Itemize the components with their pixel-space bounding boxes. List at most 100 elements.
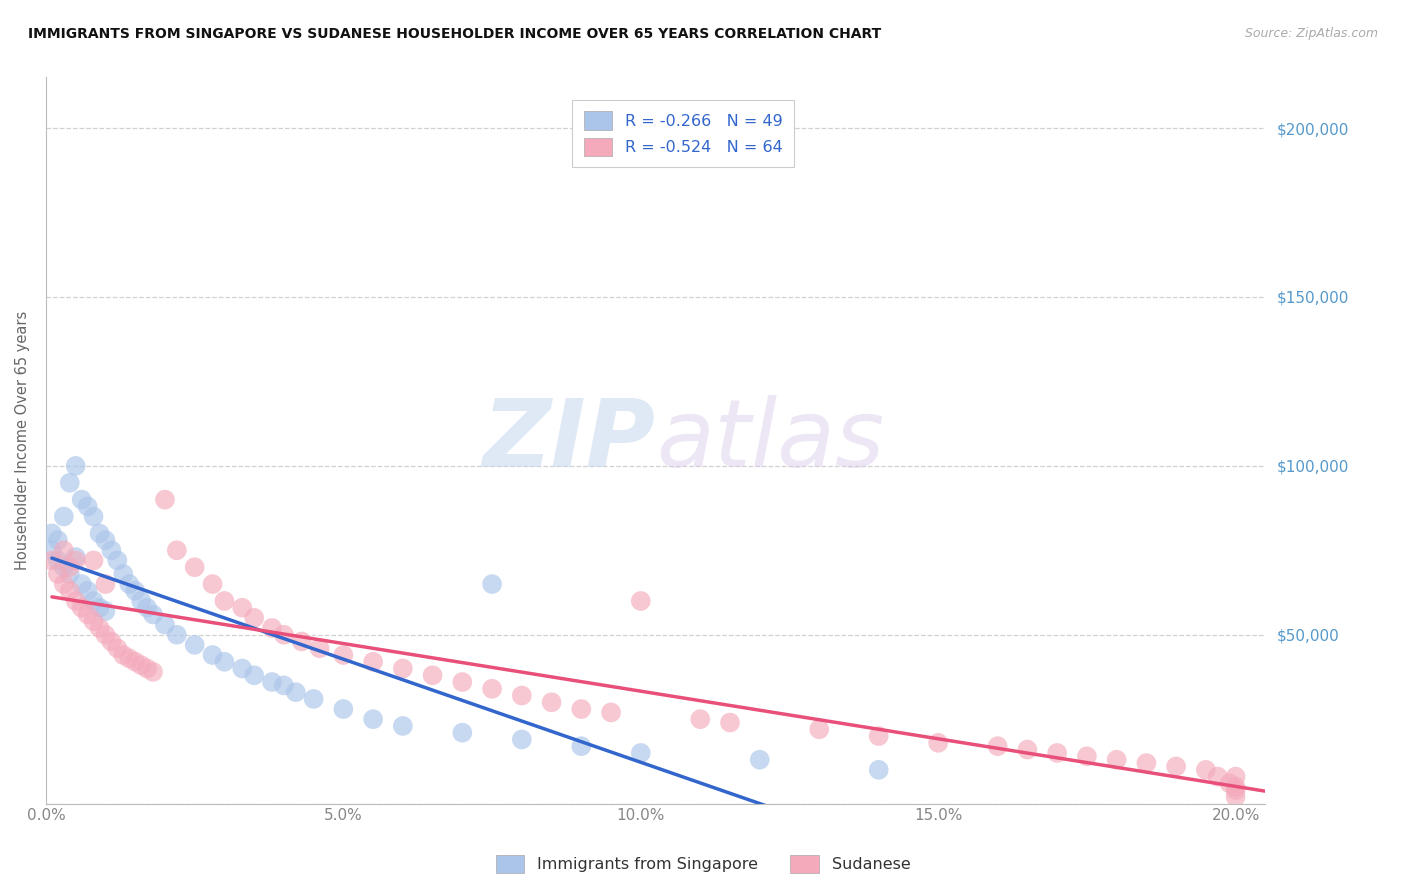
Point <box>142 607 165 622</box>
Point <box>284 685 307 699</box>
Point <box>112 648 135 662</box>
Point <box>94 628 117 642</box>
Point <box>1225 770 1247 784</box>
Point <box>1195 763 1218 777</box>
Point <box>1225 783 1247 797</box>
Point <box>52 560 75 574</box>
Point <box>124 655 146 669</box>
Legend: Immigrants from Singapore, Sudanese: Immigrants from Singapore, Sudanese <box>489 848 917 880</box>
Point <box>166 628 188 642</box>
Point <box>630 746 652 760</box>
Point <box>59 566 82 581</box>
Point <box>1105 753 1128 767</box>
Point <box>70 577 93 591</box>
Point <box>46 553 69 567</box>
Point <box>83 594 105 608</box>
Point <box>510 689 533 703</box>
Point <box>94 604 117 618</box>
Point <box>183 638 205 652</box>
Point <box>1225 789 1247 804</box>
Point <box>451 675 474 690</box>
Point <box>689 712 711 726</box>
Point <box>136 661 159 675</box>
Point <box>52 543 75 558</box>
Point <box>231 661 253 675</box>
Point <box>52 577 75 591</box>
Text: ZIP: ZIP <box>482 394 655 486</box>
Point <box>65 550 87 565</box>
Point <box>422 668 444 682</box>
Point <box>89 621 111 635</box>
Point <box>1206 770 1229 784</box>
Point <box>808 723 831 737</box>
Point <box>260 675 283 690</box>
Point <box>129 658 152 673</box>
Text: atlas: atlas <box>655 395 884 486</box>
Point <box>569 702 592 716</box>
Point <box>46 533 69 548</box>
Point <box>481 577 503 591</box>
Point <box>153 492 176 507</box>
Point <box>142 665 165 679</box>
Y-axis label: Householder Income Over 65 years: Householder Income Over 65 years <box>15 311 30 570</box>
Point <box>1076 749 1098 764</box>
Point <box>83 509 105 524</box>
Point <box>89 526 111 541</box>
Point <box>569 739 592 754</box>
Legend: R = -0.266   N = 49, R = -0.524   N = 64: R = -0.266 N = 49, R = -0.524 N = 64 <box>572 100 794 167</box>
Point <box>136 600 159 615</box>
Point <box>308 641 330 656</box>
Point <box>243 668 266 682</box>
Text: Source: ZipAtlas.com: Source: ZipAtlas.com <box>1244 27 1378 40</box>
Point <box>100 634 122 648</box>
Point <box>1219 776 1241 790</box>
Point <box>41 526 63 541</box>
Point <box>65 458 87 473</box>
Point <box>361 655 384 669</box>
Point <box>332 702 354 716</box>
Point <box>59 475 82 490</box>
Point <box>451 725 474 739</box>
Point <box>70 600 93 615</box>
Point <box>76 607 98 622</box>
Point <box>302 692 325 706</box>
Point <box>41 543 63 558</box>
Point <box>214 594 236 608</box>
Point <box>868 763 890 777</box>
Point <box>600 706 623 720</box>
Point <box>1225 780 1247 794</box>
Point <box>540 695 562 709</box>
Point <box>89 600 111 615</box>
Point <box>273 628 295 642</box>
Point <box>201 577 224 591</box>
Point <box>70 492 93 507</box>
Point <box>41 553 63 567</box>
Point <box>231 600 253 615</box>
Point <box>630 594 652 608</box>
Point <box>129 594 152 608</box>
Point <box>105 641 128 656</box>
Point <box>166 543 188 558</box>
Point <box>183 560 205 574</box>
Point <box>718 715 741 730</box>
Point <box>94 533 117 548</box>
Point <box>1164 759 1187 773</box>
Point <box>987 739 1010 754</box>
Point <box>105 553 128 567</box>
Point <box>201 648 224 662</box>
Point <box>118 651 141 665</box>
Point <box>481 681 503 696</box>
Point <box>260 621 283 635</box>
Point <box>83 614 105 628</box>
Point <box>868 729 890 743</box>
Point <box>118 577 141 591</box>
Point <box>243 611 266 625</box>
Point <box>510 732 533 747</box>
Point <box>1135 756 1157 770</box>
Point <box>332 648 354 662</box>
Point <box>124 583 146 598</box>
Text: IMMIGRANTS FROM SINGAPORE VS SUDANESE HOUSEHOLDER INCOME OVER 65 YEARS CORRELATI: IMMIGRANTS FROM SINGAPORE VS SUDANESE HO… <box>28 27 882 41</box>
Point <box>392 661 415 675</box>
Point <box>361 712 384 726</box>
Point <box>59 583 82 598</box>
